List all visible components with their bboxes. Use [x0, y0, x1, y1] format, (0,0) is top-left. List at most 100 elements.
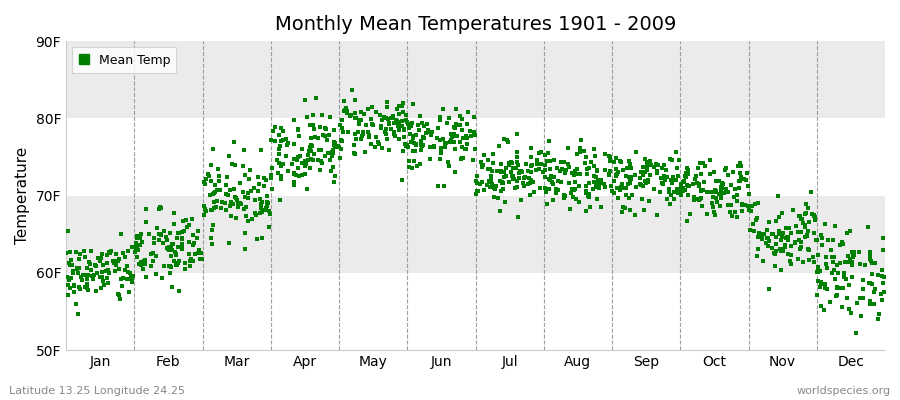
Point [626, 192, 640, 198]
Point [580, 188, 594, 194]
Point [311, 156, 326, 163]
Point [59, 250, 74, 256]
Point [86, 276, 100, 282]
Point [781, 250, 796, 257]
Point [112, 266, 126, 272]
Point [642, 158, 656, 165]
Point [62, 260, 77, 266]
Point [70, 270, 85, 276]
Point [400, 120, 415, 127]
Point [715, 185, 729, 192]
Point [636, 183, 651, 190]
Point [568, 179, 582, 185]
Point [466, 114, 481, 120]
Point [256, 183, 271, 189]
Point [602, 172, 616, 179]
Point [350, 129, 365, 135]
Point [125, 243, 140, 250]
Point [307, 134, 321, 140]
Point [446, 124, 461, 130]
Point [863, 249, 878, 255]
Point [130, 254, 144, 261]
Point [407, 158, 421, 164]
Point [820, 285, 834, 292]
Point [642, 197, 656, 204]
Point [259, 204, 274, 211]
Point [454, 154, 469, 161]
Point [662, 156, 677, 162]
Point [852, 295, 867, 301]
Point [635, 169, 650, 175]
Point [175, 229, 189, 236]
Point [405, 120, 419, 126]
Point [712, 178, 726, 184]
Point [792, 236, 806, 243]
Point [492, 208, 507, 215]
Point [279, 142, 293, 149]
Point [472, 181, 487, 187]
Point [433, 156, 447, 162]
Point [109, 262, 123, 268]
Point [90, 270, 104, 276]
Point [856, 277, 870, 283]
Point [176, 246, 190, 253]
Point [847, 252, 861, 258]
Point [403, 131, 418, 137]
Point [305, 143, 320, 150]
Point [752, 230, 766, 236]
Point [834, 303, 849, 310]
Point [826, 259, 841, 265]
Point [680, 166, 695, 173]
Point [506, 164, 520, 171]
Point [493, 160, 508, 167]
Point [833, 285, 848, 291]
Point [654, 165, 669, 172]
Point [414, 142, 428, 148]
Point [807, 212, 822, 218]
Point [778, 224, 793, 231]
Point [862, 256, 877, 262]
Point [871, 315, 886, 322]
Point [484, 175, 499, 181]
Point [689, 196, 704, 202]
Point [221, 192, 236, 198]
Point [544, 165, 558, 172]
Point [205, 191, 220, 197]
Point [761, 286, 776, 292]
Point [682, 211, 697, 217]
Point [316, 132, 330, 138]
Point [716, 190, 730, 196]
Point [264, 137, 278, 143]
Point [207, 198, 221, 205]
Point [431, 125, 446, 131]
Point [638, 156, 652, 162]
Point [671, 190, 686, 196]
Point [101, 266, 115, 273]
Point [542, 138, 556, 144]
Point [506, 173, 520, 179]
Point [138, 260, 152, 267]
Point [452, 122, 466, 128]
Point [79, 284, 94, 291]
Point [784, 243, 798, 250]
Point [581, 191, 596, 197]
Point [802, 257, 816, 263]
Point [831, 270, 845, 276]
Point [634, 169, 649, 176]
Point [356, 129, 370, 136]
Point [387, 128, 401, 135]
Point [319, 126, 333, 132]
Point [586, 186, 600, 192]
Point [739, 177, 753, 183]
Point [306, 151, 320, 157]
Point [706, 204, 720, 210]
Point [148, 270, 163, 277]
Point [380, 104, 394, 111]
Point [587, 146, 601, 152]
Point [99, 268, 113, 274]
Point [229, 214, 243, 221]
Point [800, 246, 814, 252]
Point [688, 176, 702, 183]
Point [338, 107, 353, 113]
Point [79, 264, 94, 271]
